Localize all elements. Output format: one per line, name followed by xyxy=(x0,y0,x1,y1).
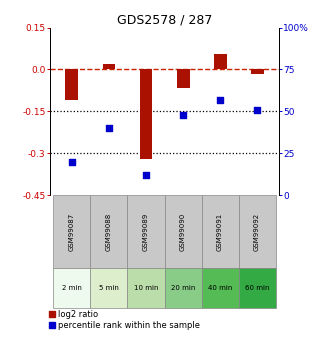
Text: GSM99090: GSM99090 xyxy=(180,213,186,251)
Bar xyxy=(102,64,116,69)
Bar xyxy=(213,54,227,69)
Text: 10 min: 10 min xyxy=(134,285,158,291)
Bar xyxy=(91,268,127,307)
Point xyxy=(107,125,112,131)
Text: GSM99087: GSM99087 xyxy=(69,213,75,251)
Bar xyxy=(54,268,91,307)
Bar xyxy=(239,195,275,268)
Bar xyxy=(54,195,91,268)
Point xyxy=(69,159,74,164)
Title: GDS2578 / 287: GDS2578 / 287 xyxy=(117,13,212,27)
Bar xyxy=(127,268,165,307)
Text: 5 min: 5 min xyxy=(99,285,119,291)
Bar xyxy=(239,268,275,307)
Bar xyxy=(251,69,264,73)
Text: 40 min: 40 min xyxy=(208,285,232,291)
Bar xyxy=(91,195,127,268)
Text: 20 min: 20 min xyxy=(171,285,195,291)
Bar xyxy=(140,69,152,159)
Point xyxy=(255,107,260,112)
Point xyxy=(180,112,186,117)
Bar xyxy=(65,69,78,100)
Bar xyxy=(202,195,239,268)
Text: 60 min: 60 min xyxy=(245,285,269,291)
Bar xyxy=(165,195,202,268)
Point xyxy=(143,172,149,178)
Bar xyxy=(127,195,165,268)
Text: GSM99092: GSM99092 xyxy=(254,213,260,251)
Text: GSM99091: GSM99091 xyxy=(217,213,223,251)
Point xyxy=(217,97,222,102)
Bar xyxy=(165,268,202,307)
Text: GSM99089: GSM99089 xyxy=(143,213,149,251)
Text: GSM99088: GSM99088 xyxy=(106,213,112,251)
Bar xyxy=(202,268,239,307)
Text: 2 min: 2 min xyxy=(62,285,82,291)
Bar xyxy=(177,69,189,88)
Legend: log2 ratio, percentile rank within the sample: log2 ratio, percentile rank within the s… xyxy=(49,310,201,330)
